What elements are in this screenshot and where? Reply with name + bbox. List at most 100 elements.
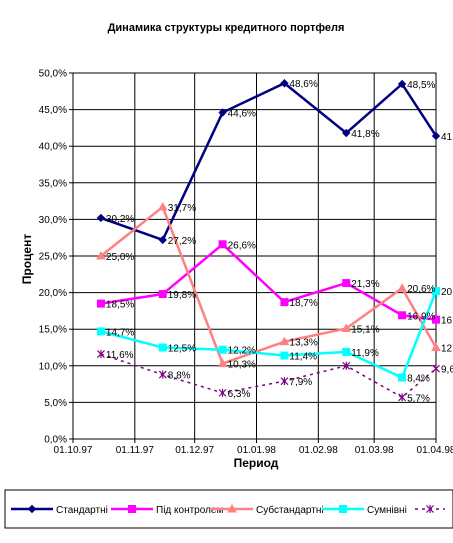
grid [72,72,437,440]
data-label: 20,6% [407,284,435,295]
series-2-point [398,311,407,320]
data-label: 41,4% [441,132,453,143]
x-tick-label: 01.10.97 [54,445,93,456]
legend-marker-2 [128,505,136,513]
series-2-point [96,299,105,308]
y-tick-label: 20,0% [39,288,67,299]
data-label: 26,6% [228,240,256,251]
data-label: 8,8% [168,371,191,382]
data-label: 20,2% [441,287,453,298]
legend-label-4: Сумнівні [367,505,407,516]
series-layer [96,79,441,402]
data-label: 11,9% [351,348,379,359]
legend-label-3: Субстандартні [256,504,324,516]
data-label: 30,2% [106,214,134,225]
y-tick-label: 5,0% [44,398,67,409]
legend-marker-5 [426,505,434,513]
y-tick-label: 35,0% [39,178,67,189]
y-axis-title: Процент [20,234,34,285]
data-label: 11,6% [106,350,134,361]
series-1-point [218,108,227,117]
series-2-point [280,298,289,307]
data-label: 19,8% [168,290,196,301]
y-tick-label: 30,0% [39,215,67,226]
series-3-point [217,358,228,368]
x-tick-label: 01.04.98 [417,445,453,456]
series-1-point [280,79,289,88]
series-4-point [342,347,351,356]
axes: 0,0% 5,0% 10,0% 15,0% 20,0% 25,0% 30,0% 35,0% 40… [39,69,453,457]
series-4-point [432,287,440,296]
series-1-point [431,131,441,141]
y-tick-label: 10,0% [39,361,67,372]
data-label: 13,3% [289,338,317,349]
series-5-point [158,370,167,379]
y-tick-label: 40,0% [39,142,67,153]
data-label: 18,5% [106,300,134,311]
series-1-point [96,213,106,223]
series-5-point [280,377,289,386]
series-3-point [157,201,168,211]
x-tick-label: 01.12.97 [175,445,214,456]
data-label: 11,4% [289,352,317,363]
legend-label-2: Під контролем [156,505,223,516]
y-tick-label: 25,0% [39,252,67,263]
data-label: 16,9% [407,311,435,322]
data-label: 16,3% [441,316,453,327]
series-3-point [397,283,407,292]
legend-marker-3 [227,503,237,513]
series-2-point [432,315,440,324]
legend: Стандартні Під контролем Субстандартні Сумн… [4,489,453,529]
series-3-point [341,323,352,332]
legend-marker-1 [27,504,37,514]
legend-label-1: Стандартні [56,505,108,516]
series-5-point [342,361,351,370]
data-label: 6,3% [228,389,251,400]
series-1-point [342,128,351,138]
data-label: 14,7% [106,327,134,338]
x-tick-label: 01.02.98 [299,445,338,456]
y-tick-label: 15,0% [39,325,67,336]
series-4-point [158,343,167,352]
x-axis-title: Период [234,456,279,470]
series-2-point [158,290,167,299]
series-2-point [342,279,351,288]
data-label: 5,7% [407,393,430,404]
data-label: 12,2% [228,346,256,357]
data-label: 44,6% [228,109,256,120]
data-label: 21,3% [351,279,379,290]
series-1-point [158,235,167,245]
series-4-point [218,345,227,354]
series-4-point [398,373,407,382]
x-tick-label: 01.03.98 [355,445,394,456]
series-5-point [218,388,227,397]
data-label: 27,2% [168,236,196,247]
data-label: 41,8% [351,129,379,140]
series-1-point [397,79,407,89]
series-2-point [218,240,227,249]
data-label: 10,3% [228,360,256,371]
series-4-point [280,351,289,360]
data-labels: 30,2% 27,2% 44,6% 48,6% 41,8% 48,5% 41,4% 18,5%… [106,79,453,404]
data-label: 31,7% [168,203,196,214]
series-3-point [431,342,441,351]
data-label: 12,5% [441,344,453,355]
data-label: 48,6% [289,79,317,90]
data-label: 7,9% [289,377,312,388]
data-label: 48,5% [407,80,435,91]
data-label: 12,5% [168,344,196,355]
x-tick-label: 01.01.98 [237,445,276,456]
series-5-point [432,364,440,373]
series-3-point [96,250,106,260]
y-tick-label: 50,0% [39,69,67,80]
chart-title: Динамика структуры кредитного портфеля [108,22,345,34]
data-label: 18,7% [289,298,317,309]
data-label: 15,1% [351,324,379,335]
data-label: 25,0% [106,252,134,263]
series-5-point [96,350,105,359]
y-tick-label: 0,0% [44,435,67,446]
data-label: 8,4% [407,374,430,385]
series-4-point [96,327,105,336]
